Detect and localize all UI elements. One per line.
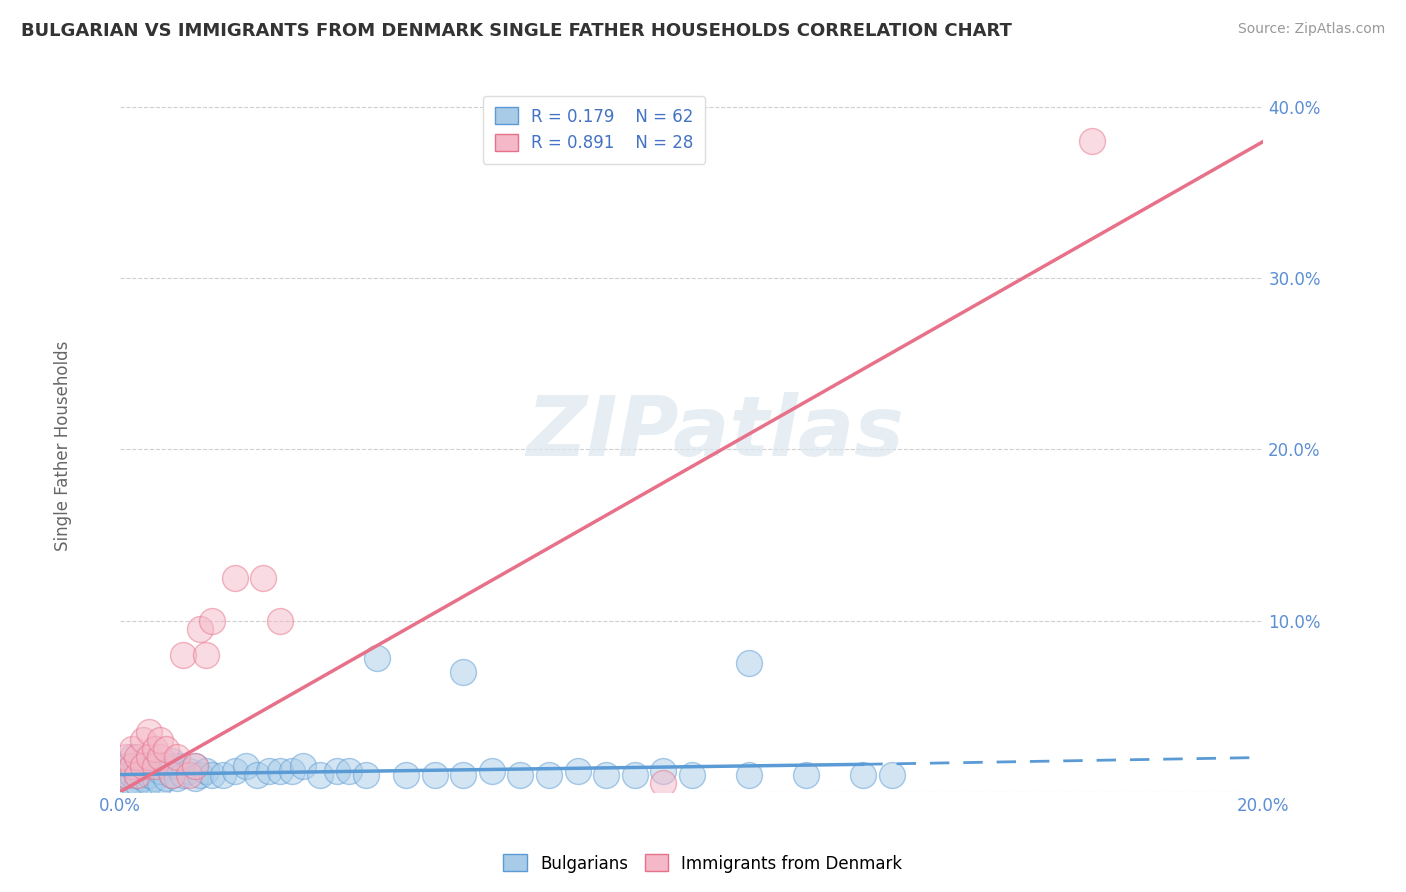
Point <box>269 764 291 779</box>
Text: Single Father Households: Single Father Households <box>55 341 72 551</box>
Point <box>1081 135 1104 149</box>
Point <box>149 733 172 747</box>
Point <box>138 724 160 739</box>
Point <box>212 767 235 781</box>
Point <box>115 767 138 781</box>
Point <box>281 764 304 779</box>
Point <box>326 764 349 779</box>
Point <box>127 759 149 773</box>
Point <box>132 733 155 747</box>
Point <box>121 767 143 781</box>
Point <box>395 767 418 781</box>
Point <box>183 771 205 785</box>
Point <box>127 767 149 781</box>
Legend: Bulgarians, Immigrants from Denmark: Bulgarians, Immigrants from Denmark <box>496 847 910 880</box>
Point <box>195 764 218 779</box>
Point <box>121 742 143 756</box>
Point <box>127 776 149 790</box>
Point <box>183 759 205 773</box>
Point <box>121 750 143 764</box>
Point <box>115 750 138 764</box>
Point <box>155 771 177 785</box>
Point <box>132 754 155 768</box>
Point <box>595 767 617 781</box>
Point <box>451 767 474 781</box>
Point <box>537 767 560 781</box>
Point <box>166 759 188 773</box>
Point <box>337 764 360 779</box>
Point <box>246 767 269 781</box>
Point <box>269 614 291 628</box>
Point <box>451 665 474 679</box>
Point <box>121 776 143 790</box>
Point <box>188 622 211 636</box>
Point <box>132 764 155 779</box>
Point <box>481 764 503 779</box>
Point <box>138 776 160 790</box>
Point <box>138 759 160 773</box>
Point <box>681 767 703 781</box>
Point <box>794 767 817 781</box>
Point <box>155 759 177 773</box>
Point <box>143 771 166 785</box>
Point <box>235 759 257 773</box>
Text: ZIPatlas: ZIPatlas <box>526 392 904 473</box>
Point <box>155 742 177 756</box>
Point <box>177 767 200 781</box>
Point <box>132 759 155 773</box>
Point <box>115 776 138 790</box>
Point <box>160 767 183 781</box>
Point <box>177 764 200 779</box>
Point <box>880 767 903 781</box>
Point <box>143 759 166 773</box>
Point <box>252 571 274 585</box>
Point <box>309 767 332 781</box>
Point <box>423 767 446 781</box>
Point <box>224 764 246 779</box>
Point <box>127 750 149 764</box>
Text: BULGARIAN VS IMMIGRANTS FROM DENMARK SINGLE FATHER HOUSEHOLDS CORRELATION CHART: BULGARIAN VS IMMIGRANTS FROM DENMARK SIN… <box>21 22 1012 40</box>
Point <box>623 767 645 781</box>
Point <box>149 750 172 764</box>
Point <box>201 614 224 628</box>
Point <box>166 750 188 764</box>
Point <box>652 776 675 790</box>
Point <box>652 764 675 779</box>
Point <box>354 767 377 781</box>
Point <box>149 764 172 779</box>
Point <box>172 767 194 781</box>
Point <box>143 759 166 773</box>
Point <box>195 648 218 662</box>
Point <box>166 771 188 785</box>
Point <box>115 767 138 781</box>
Point <box>183 759 205 773</box>
Point <box>567 764 589 779</box>
Point <box>143 742 166 756</box>
Point <box>188 767 211 781</box>
Point <box>257 764 280 779</box>
Point <box>115 759 138 773</box>
Point <box>132 771 155 785</box>
Point <box>852 767 875 781</box>
Point <box>201 767 224 781</box>
Point <box>172 648 194 662</box>
Point <box>138 767 160 781</box>
Legend: R = 0.179    N = 62, R = 0.891    N = 28: R = 0.179 N = 62, R = 0.891 N = 28 <box>484 95 706 164</box>
Point <box>224 571 246 585</box>
Point <box>738 767 761 781</box>
Point <box>292 759 315 773</box>
Point <box>121 759 143 773</box>
Point <box>138 750 160 764</box>
Point <box>160 767 183 781</box>
Point <box>366 651 388 665</box>
Point <box>509 767 531 781</box>
Point <box>127 767 149 781</box>
Text: Source: ZipAtlas.com: Source: ZipAtlas.com <box>1237 22 1385 37</box>
Point <box>738 657 761 671</box>
Point <box>160 754 183 768</box>
Point <box>149 776 172 790</box>
